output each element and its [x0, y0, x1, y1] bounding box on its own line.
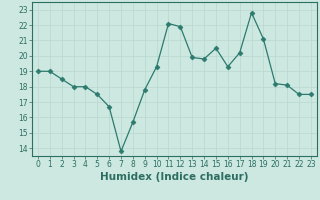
X-axis label: Humidex (Indice chaleur): Humidex (Indice chaleur): [100, 172, 249, 182]
